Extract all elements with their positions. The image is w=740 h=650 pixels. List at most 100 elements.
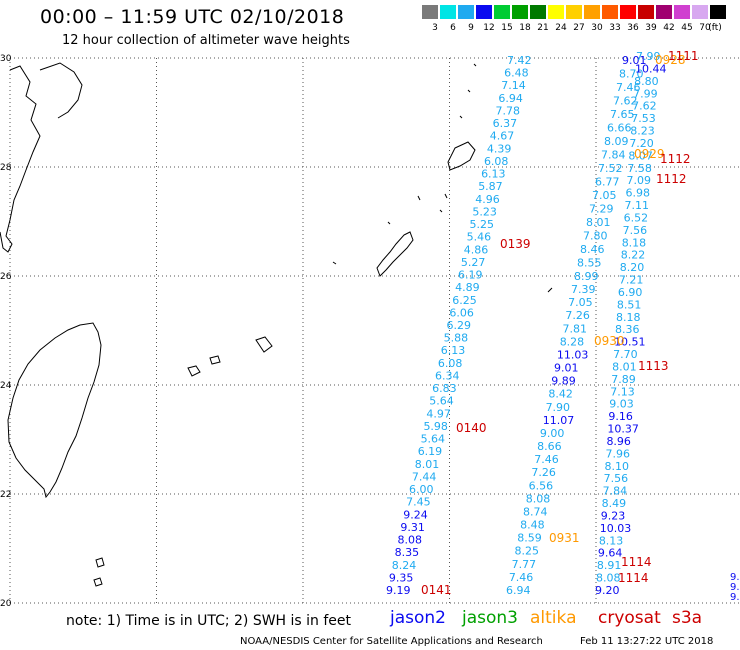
track-value: 7.99 <box>636 50 661 63</box>
track-value: 8.22 <box>621 249 646 262</box>
track-value: 7.90 <box>546 401 571 414</box>
legend-swatch <box>638 5 654 19</box>
track-value: 6.66 <box>607 122 632 135</box>
time-marker: 0928 <box>655 53 686 67</box>
time-marker: 0140 <box>456 421 487 435</box>
track-value: 5.64 <box>429 395 454 408</box>
satellite-jason3: jason3 <box>462 608 518 628</box>
lat-label: 26 <box>0 272 12 282</box>
track-value: 7.84 <box>601 149 626 162</box>
track-value: 7.05 <box>592 189 617 202</box>
track-value: 6.90 <box>618 286 643 299</box>
track-value: 7.81 <box>563 322 588 335</box>
track-value: 7.45 <box>406 496 431 509</box>
track-value: 8.13 <box>599 534 624 547</box>
track-value: 9.89 <box>551 375 576 388</box>
track-value: 7.29 <box>589 203 614 216</box>
track-value: 7.20 <box>629 137 654 150</box>
track-value: 8.08 <box>526 492 551 505</box>
track-value: 9.00 <box>540 427 565 440</box>
footer-note: note: 1) Time is in UTC; 2) SWH is in fe… <box>66 613 352 629</box>
kyushu-coast <box>0 65 41 253</box>
track-value: 4.89 <box>455 281 480 294</box>
miyako-island <box>255 336 273 353</box>
legend-label: 45 <box>681 23 693 33</box>
track-value: 7.52 <box>598 162 623 175</box>
track-value: 7.05 <box>568 296 593 309</box>
legend-swatch <box>602 5 618 19</box>
track-value: 9.03 <box>609 398 634 411</box>
track-value: 8.36 <box>615 323 640 336</box>
track-value: 7.14 <box>501 79 526 92</box>
legend-label: 12 <box>483 23 495 33</box>
track-value: 7.70 <box>613 348 638 361</box>
track-value: 8.23 <box>630 125 655 138</box>
track-value: 8.51 <box>617 298 642 311</box>
yaeyama-island <box>187 365 201 377</box>
axis-labels: 302826242220120123126129132135 <box>0 54 12 606</box>
time-marker: 1114 <box>621 555 652 569</box>
okinawa-island <box>376 231 414 277</box>
track-value: 4.96 <box>475 193 500 206</box>
track-value: 7.77 <box>512 558 537 571</box>
track-value: 5.25 <box>470 218 495 231</box>
track-value: 6.98 <box>626 187 651 200</box>
track-value: 6.08 <box>484 155 509 168</box>
track-value: 9.23 <box>601 509 626 522</box>
credit-text: NOAA/NESDIS Center for Satellite Applica… <box>240 636 543 647</box>
track-value: 9.19 <box>386 584 411 597</box>
track-value: 8.66 <box>537 440 562 453</box>
track-value: 8.99 <box>574 270 599 283</box>
track-value: 6.94 <box>498 92 523 105</box>
track-value: 6.83 <box>432 382 457 395</box>
track-value: 6.56 <box>529 479 554 492</box>
track-value: 9.35 <box>389 571 414 584</box>
track-value: 8.01 <box>612 360 637 373</box>
time-marker: 0139 <box>500 237 531 251</box>
color-legend: 3 6 9 12 15 18 21 24 27 30 33 36 39 42 45 70 (ft) <box>422 5 730 35</box>
time-marker: 1111 <box>668 49 699 63</box>
time-marker: 0141 <box>421 583 452 597</box>
track-value: 10.03 <box>600 522 632 535</box>
legend-label: 30 <box>591 23 603 33</box>
track-value: 8.80 <box>634 75 659 88</box>
footer: note: 1) Time is in UTC; 2) SWH is in fe… <box>0 606 740 650</box>
track-value: 7.53 <box>631 112 656 125</box>
track-value: 6.25 <box>452 294 477 307</box>
time-marker: 0931 <box>549 531 580 545</box>
legend-label: 9 <box>468 23 474 33</box>
track-value: 7.46 <box>534 453 559 466</box>
track-value: 11.07 <box>543 414 575 427</box>
track-value: 8.25 <box>514 545 539 558</box>
track-value: 7.21 <box>619 274 644 287</box>
tokara-islands <box>332 63 553 293</box>
track-value: 8.28 <box>560 335 585 348</box>
track-value: 6.34 <box>435 369 460 382</box>
track-value: 8.18 <box>616 311 641 324</box>
time-marker: 1114 <box>618 571 649 585</box>
legend-swatch <box>422 5 438 19</box>
track-value: 6.77 <box>595 176 620 189</box>
kyushu-coast-2 <box>39 62 83 119</box>
track-value: 10.51 <box>614 336 646 349</box>
track-value: 4.39 <box>487 142 512 155</box>
legend-swatch <box>710 5 726 19</box>
track-value: 9. <box>730 572 740 583</box>
legend-label: 33 <box>609 23 621 33</box>
track-value: 9.20 <box>595 584 620 597</box>
track-value: 7.84 <box>603 485 628 498</box>
track-value: 7.78 <box>495 104 520 117</box>
track-value: 7.56 <box>623 224 648 237</box>
legend-label: 15 <box>501 23 513 33</box>
track-value: 8.10 <box>605 460 630 473</box>
track-value: 7.58 <box>627 162 652 175</box>
satellite-jason2: jason2 <box>390 608 446 628</box>
track-value: 8.24 <box>392 559 417 572</box>
track-value: 7.99 <box>633 87 658 100</box>
track-value: 8.42 <box>548 388 573 401</box>
lat-label: 24 <box>0 381 12 391</box>
track-value: 8.91 <box>597 559 622 572</box>
time-marker: 0930 <box>594 334 625 348</box>
legend-swatch <box>476 5 492 19</box>
track-value: 6.48 <box>504 67 528 80</box>
